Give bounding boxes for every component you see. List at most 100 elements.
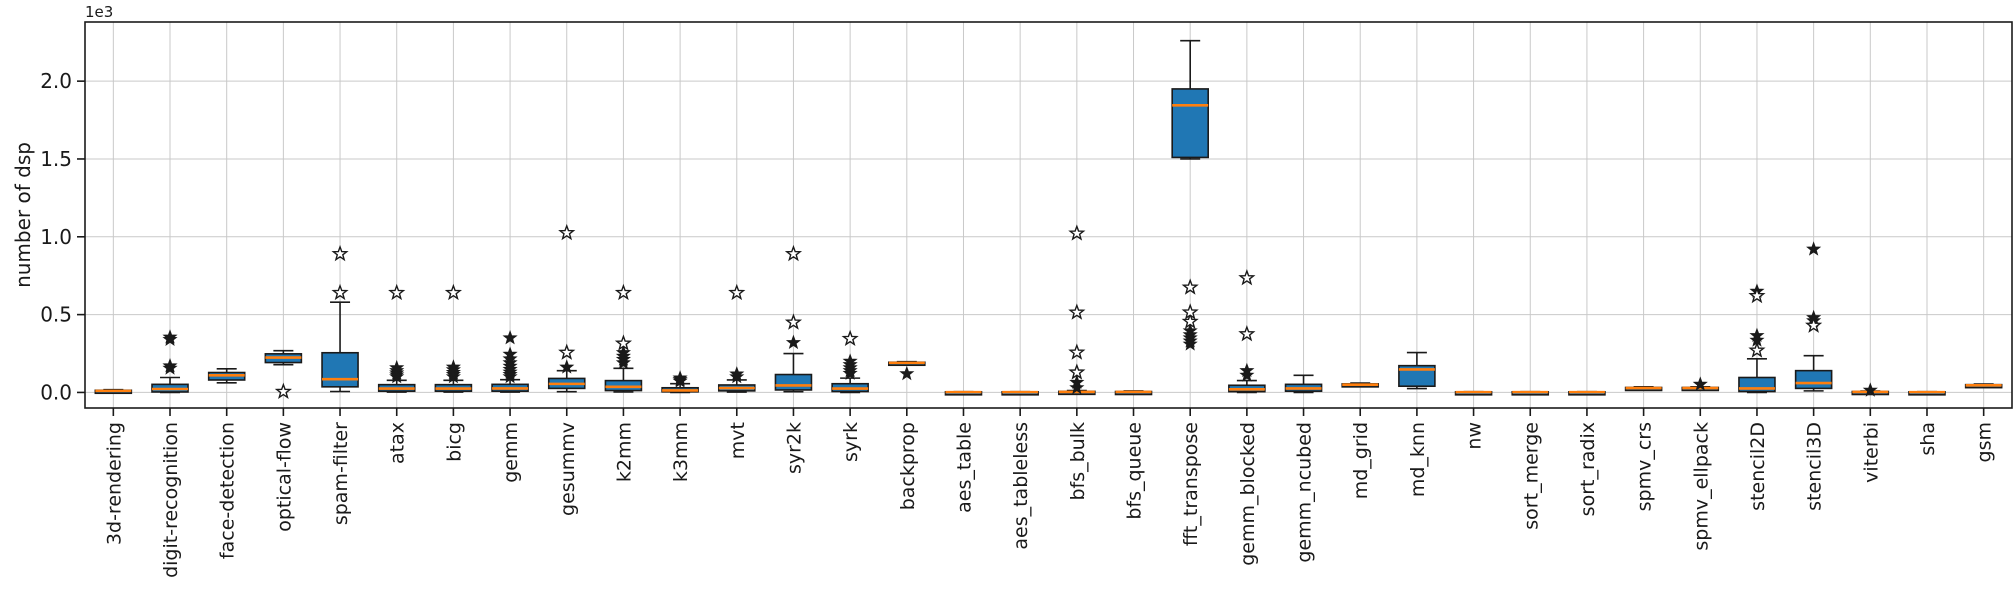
flier-star-open (1181, 278, 1199, 295)
x-tick-label-aes_table: aes_table (953, 422, 975, 513)
box-syrk (831, 329, 869, 394)
axis-ticks (77, 80, 1985, 416)
flier-star-open (1805, 316, 1823, 333)
box-digit-recognition (151, 329, 189, 394)
flier-star-open (1068, 363, 1086, 380)
flier-star (162, 329, 178, 344)
box-mvt (717, 283, 756, 393)
x-tick-label-face-detection: face-detection (217, 422, 239, 559)
flier-star-open (1748, 341, 1766, 358)
flier-star (615, 344, 631, 360)
flier-star (445, 359, 461, 374)
flier-star-open (1068, 343, 1086, 360)
box-bfs_queue (1114, 390, 1153, 396)
x-tick-label-spam-filter: spam-filter (330, 422, 352, 525)
x-tick-label-backprop: backprop (897, 422, 919, 510)
flier-star-open (558, 223, 576, 241)
flier-star-open (784, 313, 803, 330)
x-tick-label-sort_merge: sort_merge (1520, 422, 1542, 530)
y-axis-offset-label: 1e3 (85, 3, 113, 21)
flier-star-open (614, 334, 633, 351)
axis-labels: 0.0 0.5 1.0 1.5 2.0 3d-rendering digit-recogni… (40, 69, 1995, 578)
flier-star (1239, 362, 1255, 378)
flier-star (1239, 367, 1255, 382)
x-tick-label-gsm: gsm (1974, 422, 1996, 462)
box-aes_table (944, 390, 983, 396)
flier-star (502, 330, 518, 345)
box-md_grid (1341, 382, 1380, 388)
flier-star (785, 334, 802, 350)
x-tick-label-syr2k: syr2k (783, 422, 805, 474)
box-gsm (1964, 383, 2003, 389)
flier-star (1182, 323, 1198, 338)
x-tick-label-stencil2D: stencil2D (1747, 422, 1769, 511)
x-tick-label-aes_tableless: aes_tableless (1010, 422, 1032, 550)
x-tick-label-bfs_bulk: bfs_bulk (1067, 422, 1089, 501)
box-gemm (491, 330, 529, 393)
box-nw (1454, 390, 1493, 396)
box-aes_tableless (1001, 390, 1039, 396)
flier-star (729, 366, 745, 381)
x-tick-label-3d-rendering: 3d-rendering (103, 422, 125, 545)
flier-star-open (1068, 224, 1086, 241)
flier-star (1862, 382, 1878, 397)
box-stencil3D (1794, 241, 1833, 392)
box-3d-rendering (94, 388, 133, 395)
box-bfs_bulk (1058, 224, 1096, 396)
x-tick-label-spmv_ellpack: spmv_ellpack (1690, 422, 1712, 551)
x-tick-label-digit-recognition: digit-recognition (160, 422, 182, 578)
box-spmv_crs (1624, 386, 1663, 392)
flier-star (559, 359, 575, 374)
grid-lines (85, 22, 2012, 408)
flier-star (842, 353, 858, 368)
flier-star-open (331, 283, 349, 301)
box-stencil2D (1738, 283, 1776, 394)
x-tick-label-fft_transpose: fft_transpose (1180, 422, 1202, 546)
x-tick-label-mvt: mvt (727, 422, 749, 459)
flier-star-open (1181, 312, 1199, 329)
box-syr2k (774, 244, 813, 393)
x-tick-label-sort_radix: sort_radix (1577, 422, 1599, 516)
box-k3mm (661, 370, 699, 394)
y-axis-title: number of dsp (11, 142, 35, 288)
x-tick-label-nw: nw (1464, 422, 1486, 450)
flier-star-open (1238, 325, 1256, 342)
x-tick-label-syrk: syrk (840, 422, 862, 462)
box-spmv_ellpack (1681, 376, 1720, 392)
y-tick-label: 0.0 (40, 380, 72, 404)
x-tick-label-viterbi: viterbi (1860, 422, 1882, 483)
flier-star (502, 351, 518, 366)
flier-star (502, 346, 518, 361)
flier-star-open (1748, 286, 1766, 304)
x-tick-label-gemm_ncubed: gemm_ncubed (1294, 422, 1316, 563)
x-tick-label-k3mm: k3mm (670, 422, 692, 482)
box-atax (377, 283, 416, 393)
x-tick-label-spmv_crs: spmv_crs (1634, 422, 1656, 511)
flier-star-open (274, 382, 292, 399)
x-tick-label-sha: sha (1917, 422, 1939, 456)
x-tick-label-optical-flow: optical-flow (273, 422, 295, 532)
y-tick-label: 1.5 (40, 147, 72, 171)
flier-star-open (728, 283, 746, 301)
axes-spines (84, 21, 2013, 409)
box-gemm_blocked (1228, 269, 1266, 394)
box-sort_radix (1568, 390, 1606, 396)
x-tick-label-bicg: bicg (443, 422, 465, 462)
box-sha (1908, 390, 1946, 396)
x-tick-label-k2mm: k2mm (613, 422, 635, 482)
flier-star (162, 358, 178, 373)
x-tick-label-stencil3D: stencil3D (1804, 422, 1826, 511)
flier-star-open (614, 283, 633, 301)
box-viterbi (1851, 382, 1890, 397)
y-tick-label: 2.0 (40, 69, 72, 93)
box-spam-filter (321, 244, 359, 393)
flier-star-open (1238, 269, 1256, 286)
box-k2mm (604, 283, 643, 393)
flier-star-open (444, 283, 462, 301)
box-gesummv (547, 223, 586, 393)
flier-star (672, 370, 688, 385)
x-tick-label-gemm: gemm (500, 422, 522, 483)
flier-star-open (1181, 303, 1199, 320)
y-tick-label: 1.0 (40, 225, 72, 249)
